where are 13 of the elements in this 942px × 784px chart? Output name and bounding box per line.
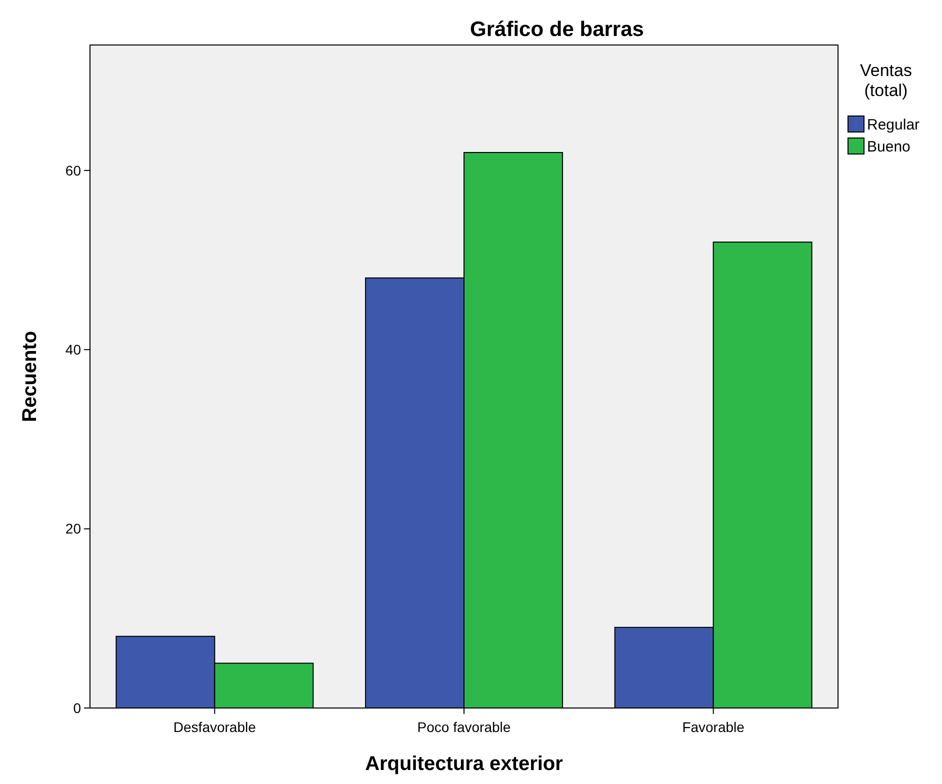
y-axis-title: Recuento: [19, 330, 41, 422]
x-tick-label: Desfavorable: [173, 719, 256, 735]
y-tick-label: 60: [65, 162, 82, 178]
legend-title: Ventas (total): [860, 61, 912, 100]
x-tick-label: Poco favorable: [417, 719, 511, 735]
legend-label: Bueno: [867, 138, 910, 156]
y-tick-label: 0: [73, 700, 82, 716]
x-axis-title: Arquitectura exterior: [365, 753, 564, 775]
chart-title: Gráfico de barras: [470, 18, 644, 41]
x-tick-label: Favorable: [682, 719, 745, 735]
y-tick-label: 40: [65, 342, 82, 358]
y-tick-label: 20: [65, 520, 82, 537]
legend-label: Regular: [867, 116, 920, 134]
